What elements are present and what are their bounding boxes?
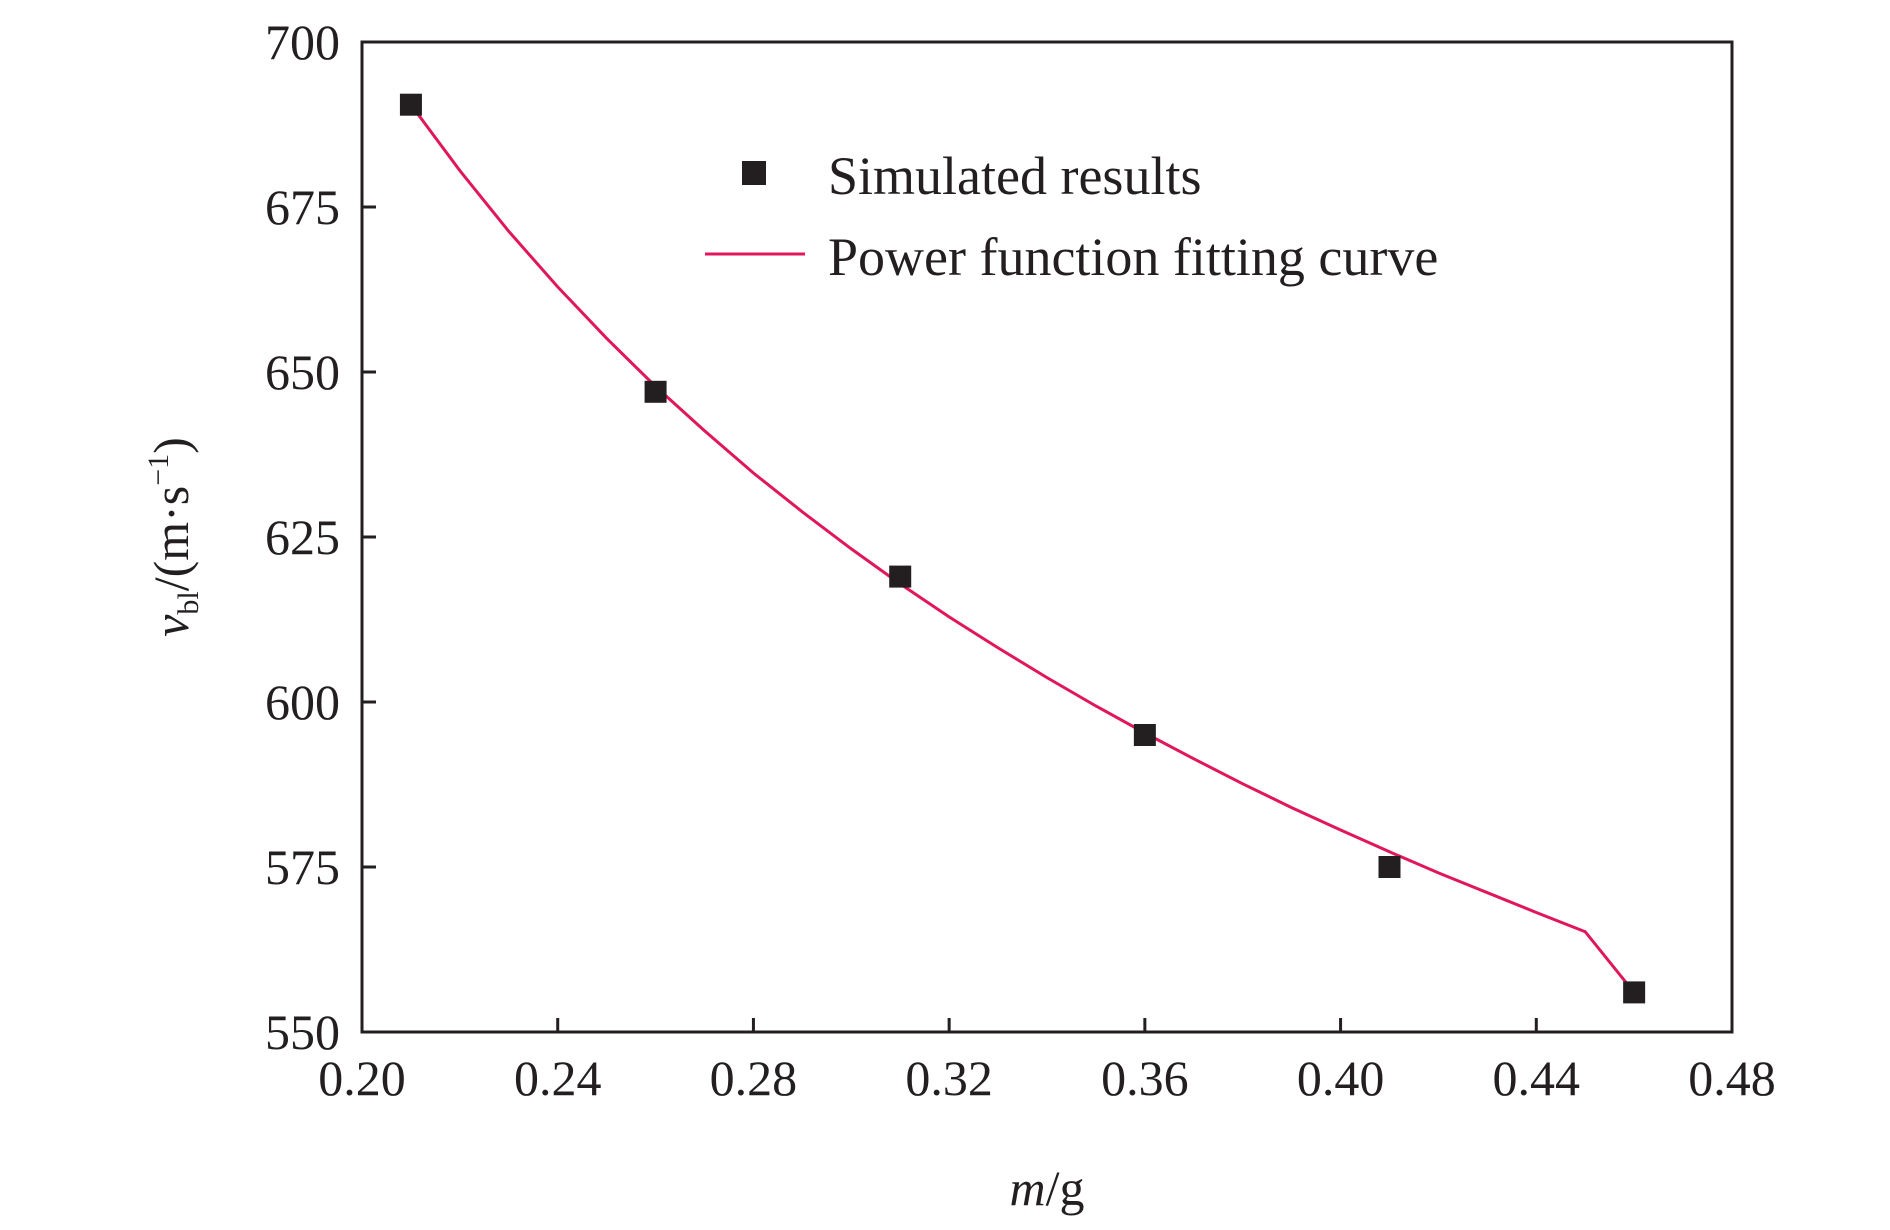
y-tick-label: 550: [265, 1004, 340, 1060]
x-tick-label: 0.40: [1297, 1050, 1385, 1106]
x-tick-label: 0.48: [1688, 1050, 1776, 1106]
y-axis: 550 575 600 625 650 675 700: [265, 14, 376, 1060]
x-tick-label: 0.28: [710, 1050, 798, 1106]
fit-curve-group: [409, 103, 1636, 994]
x-tick-label: 0.24: [514, 1050, 602, 1106]
data-point-marker: [644, 380, 667, 403]
y-tick-label: 675: [265, 179, 340, 235]
x-tick-label: 0.20: [318, 1050, 406, 1106]
legend-label-simulated: Simulated results: [828, 146, 1201, 206]
y-tick-label: 625: [265, 509, 340, 565]
data-point-marker: [889, 565, 912, 588]
x-axis-title: m/g: [1009, 1160, 1084, 1216]
data-point-marker: [1133, 724, 1156, 746]
x-tick-label: 0.32: [905, 1050, 993, 1106]
y-axis-title: vbl/(m·s−1): [142, 437, 205, 637]
x-tick-label: 0.36: [1101, 1050, 1189, 1106]
data-point-marker: [1378, 856, 1401, 878]
legend: Simulated results Power function fitting…: [705, 146, 1438, 287]
y-tick-label: 600: [265, 674, 340, 730]
fit-curve-line: [409, 103, 1636, 994]
x-axis: 0.20 0.24 0.28 0.32 0.36 0.40 0.44 0.48: [318, 1018, 1776, 1106]
y-tick-label: 575: [265, 839, 340, 895]
legend-marker-square: [742, 161, 766, 185]
data-point-marker: [1623, 981, 1646, 1004]
y-tick-label: 650: [265, 344, 340, 400]
x-tick-label: 0.44: [1493, 1050, 1581, 1106]
markers-group: [399, 93, 1646, 1004]
legend-label-fit: Power function fitting curve: [828, 227, 1438, 287]
data-point-marker: [399, 93, 422, 116]
y-tick-label: 700: [265, 14, 340, 70]
